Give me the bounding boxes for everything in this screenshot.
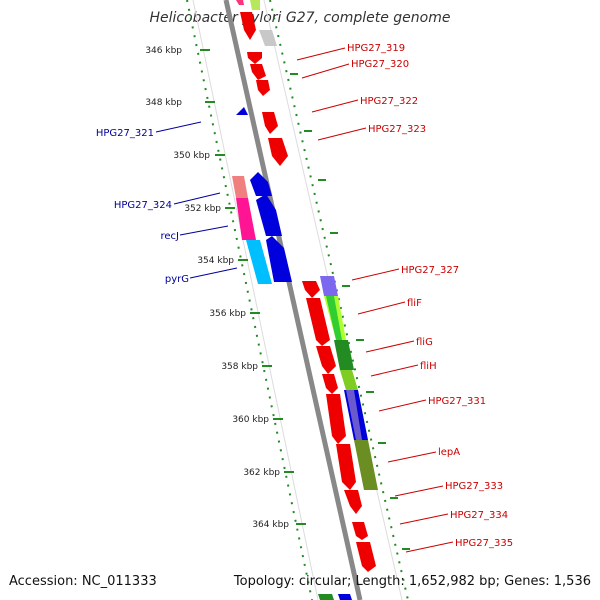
gene-label-flig: fliG	[416, 337, 433, 348]
gene-label-flif: fliF	[407, 298, 422, 309]
gene-reverse-321	[236, 107, 248, 115]
tick-marks	[200, 49, 410, 550]
gene-forward-fliF	[306, 298, 330, 346]
gene-forward-323a	[262, 112, 278, 134]
tick-label: 350 kbp	[173, 151, 210, 161]
tick-label: 354 kbp	[197, 256, 234, 266]
gene-reverse-recJ	[256, 194, 282, 236]
gene-label-hpg27-319: HPG27_319	[347, 43, 405, 54]
gene-reverse-lepA	[354, 440, 378, 490]
gene-label-hpg27-321: HPG27_321	[96, 128, 154, 139]
gene-forward-fliH	[322, 374, 338, 394]
tick-label: 346 kbp	[145, 46, 182, 56]
gene-label-hpg27-334: HPG27_334	[450, 510, 508, 521]
tick-label: 356 kbp	[209, 309, 246, 319]
tick-label: 362 kbp	[243, 468, 280, 478]
gene-label-hpg27-333: HPG27_333	[445, 481, 503, 492]
tick-label: 352 kbp	[184, 204, 221, 214]
outer-dotted-rings	[186, 0, 409, 600]
left-ruler-ring	[186, 0, 313, 600]
gene-forward-lepA	[336, 444, 356, 490]
gene-forward-319	[247, 52, 262, 64]
gene-reverse-fliG	[334, 340, 354, 370]
genes-reverse-strand	[232, 107, 378, 600]
gene-forward-fliG	[316, 346, 336, 374]
tick-labels: 346 kbp 348 kbp 350 kbp 352 kbp 354 kbp …	[145, 46, 289, 530]
gene-label-hpg27-324: HPG27_324	[114, 200, 172, 211]
gene-label-hpg27-327: HPG27_327	[401, 265, 459, 276]
right-ruler-ring	[269, 0, 409, 600]
gene-top-lime	[250, 0, 260, 10]
map-title: Helicobacter pylori G27, complete genome	[149, 10, 451, 26]
gene-label-lepa: lepA	[438, 447, 460, 458]
gene-labels-left: HPG27_321 HPG27_324 recJ pyrG	[96, 128, 189, 285]
gene-label-hpg27-331: HPG27_331	[428, 396, 486, 407]
accession-text: Accession: NC_011333	[9, 574, 157, 589]
gene-label-pyrg: pyrG	[165, 274, 189, 285]
genome-summary-text: Topology: circular; Length: 1,652,982 bp…	[233, 574, 591, 589]
gene-reverse-324b	[236, 198, 256, 240]
gene-reverse-blue1	[250, 172, 272, 196]
gene-forward-320	[250, 64, 266, 80]
gene-forward-334	[352, 522, 368, 540]
gene-reverse-324a	[232, 176, 248, 198]
gene-reverse-fliH	[340, 370, 358, 390]
gene-reverse-pyrG	[246, 240, 272, 284]
backbone	[223, 0, 363, 600]
gene-forward-333	[344, 490, 362, 514]
gene-reverse-331-slate	[346, 390, 362, 440]
gene-labels-right: HPG27_319 HPG27_320 HPG27_322 HPG27_323 …	[347, 43, 513, 549]
gene-label-hpg27-323: HPG27_323	[368, 124, 426, 135]
gene-forward-335	[356, 542, 376, 572]
gene-top-grey	[259, 30, 277, 46]
gene-label-recj: recJ	[161, 231, 180, 242]
tick-label: 364 kbp	[252, 520, 289, 530]
genes-forward-strand	[236, 0, 376, 572]
gene-label-hpg27-320: HPG27_320	[351, 59, 409, 70]
gene-top-red	[240, 12, 256, 40]
gene-label-flih: fliH	[420, 361, 437, 372]
gene-forward-327	[302, 281, 320, 298]
tick-label: 358 kbp	[221, 362, 258, 372]
leader-lines-left	[155, 121, 238, 279]
gene-bottom-green	[318, 594, 334, 600]
gene-reverse-blue3	[266, 236, 292, 282]
gene-label-hpg27-322: HPG27_322	[360, 96, 418, 107]
left-boundary-line	[192, 0, 319, 600]
gene-bottom-blue	[338, 594, 352, 600]
tick-label: 360 kbp	[232, 415, 269, 425]
gene-label-hpg27-335: HPG27_335	[455, 538, 513, 549]
gene-reverse-fliF-dark	[326, 296, 342, 340]
gene-forward-323b	[268, 138, 288, 166]
gene-reverse-327b	[320, 276, 338, 296]
leader-lines-right	[296, 47, 454, 553]
gene-top-pink	[236, 0, 244, 5]
gene-forward-331	[326, 394, 346, 444]
gene-forward-322	[256, 80, 270, 96]
tick-label: 348 kbp	[145, 98, 182, 108]
